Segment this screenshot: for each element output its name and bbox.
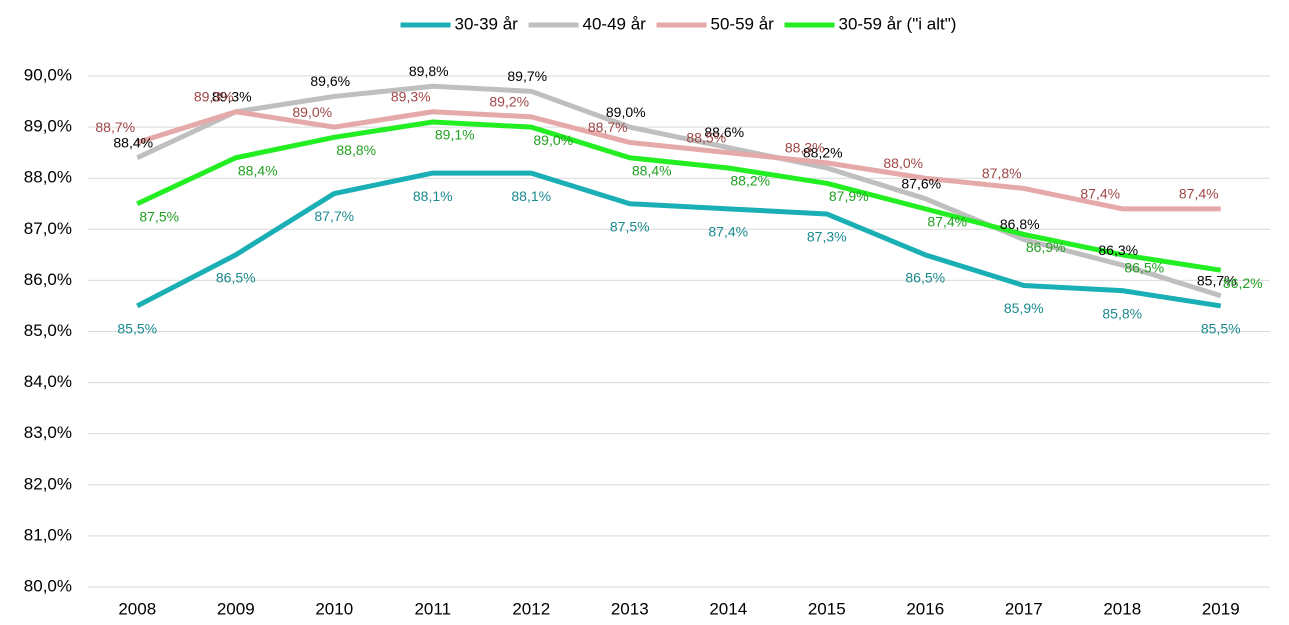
data-label: 85,5%: [117, 321, 157, 337]
data-label: 87,4%: [927, 214, 967, 230]
legend-label: 30-59 år ("i alt"): [839, 14, 957, 33]
data-label: 88,4%: [632, 162, 672, 178]
data-label: 85,8%: [1102, 305, 1142, 321]
x-tick-label: 2008: [118, 599, 156, 618]
data-label: 86,8%: [1000, 216, 1040, 232]
data-label: 88,1%: [413, 188, 453, 204]
data-label: 87,6%: [901, 175, 941, 191]
data-label: 86,2%: [1223, 275, 1263, 291]
y-tick-label: 88,0%: [24, 168, 72, 187]
data-label: 89,8%: [409, 63, 449, 79]
series-line: [136, 109, 1221, 212]
x-tick-label: 2016: [906, 599, 944, 618]
y-tick-label: 85,0%: [24, 321, 72, 340]
data-label: 88,4%: [113, 134, 153, 150]
series-line: [136, 170, 1222, 309]
data-label: 87,9%: [829, 188, 869, 204]
data-label: 87,4%: [708, 224, 748, 240]
x-tick-label: 2019: [1202, 599, 1240, 618]
x-tick-label: 2011: [414, 599, 451, 618]
x-tick-label: 2009: [217, 599, 255, 618]
legend-label: 30-39 år: [455, 14, 519, 33]
data-label: 86,9%: [1026, 239, 1066, 255]
data-label: 86,3%: [1098, 242, 1138, 258]
x-tick-label: 2015: [808, 599, 846, 618]
data-label: 88,2%: [803, 145, 843, 161]
data-label: 89,3%: [212, 88, 252, 104]
data-label: 87,8%: [982, 165, 1022, 181]
data-label: 86,5%: [1124, 260, 1164, 276]
data-label: 88,5%: [686, 129, 726, 145]
data-label: 88,7%: [95, 119, 135, 135]
data-label: 87,5%: [610, 218, 650, 234]
data-label: 88,0%: [883, 155, 923, 171]
x-tick-label: 2010: [315, 599, 353, 618]
data-label: 87,7%: [314, 208, 354, 224]
x-tick-label: 2013: [611, 599, 649, 618]
data-label: 89,2%: [489, 94, 529, 110]
data-label: 85,7%: [1197, 272, 1237, 288]
y-tick-label: 90,0%: [24, 65, 72, 84]
data-label: 87,3%: [807, 229, 847, 245]
data-label: 85,5%: [1201, 321, 1241, 337]
data-label: 87,5%: [139, 208, 179, 224]
y-tick-label: 80,0%: [24, 576, 72, 595]
data-label: 88,3%: [785, 140, 825, 156]
data-label: 87,4%: [1080, 186, 1120, 202]
data-label: 89,7%: [507, 68, 547, 84]
data-label: 89,0%: [606, 104, 646, 120]
y-tick-label: 86,0%: [24, 270, 72, 289]
x-tick-label: 2012: [512, 599, 550, 618]
y-tick-label: 82,0%: [24, 474, 72, 493]
y-tick-label: 87,0%: [24, 219, 72, 238]
data-label: 88,8%: [336, 142, 376, 158]
data-label: 88,1%: [511, 188, 551, 204]
y-tick-label: 84,0%: [24, 372, 72, 391]
y-tick-label: 81,0%: [24, 525, 72, 544]
legend-label: 40-49 år: [583, 14, 647, 33]
data-label: 89,3%: [391, 88, 431, 104]
legend-label: 50-59 år: [711, 14, 775, 33]
data-label: 87,4%: [1179, 186, 1219, 202]
data-label: 89,0%: [533, 132, 573, 148]
data-label: 89,0%: [292, 104, 332, 120]
data-label: 88,7%: [588, 119, 628, 135]
data-label: 89,1%: [435, 127, 475, 143]
x-tick-label: 2017: [1005, 599, 1043, 618]
data-label: 89,3%: [194, 88, 234, 104]
x-tick-label: 2018: [1103, 599, 1141, 618]
data-label: 86,5%: [905, 270, 945, 286]
data-label: 88,2%: [730, 173, 770, 189]
data-label: 88,4%: [238, 162, 278, 178]
y-tick-label: 89,0%: [24, 117, 72, 136]
series-line: [136, 83, 1222, 299]
data-label: 89,6%: [310, 73, 350, 89]
data-label: 85,9%: [1004, 300, 1044, 316]
series-line: [136, 119, 1222, 273]
x-tick-label: 2014: [709, 599, 747, 618]
y-tick-label: 83,0%: [24, 423, 72, 442]
data-label: 86,5%: [216, 270, 256, 286]
data-label: 88,6%: [704, 124, 744, 140]
